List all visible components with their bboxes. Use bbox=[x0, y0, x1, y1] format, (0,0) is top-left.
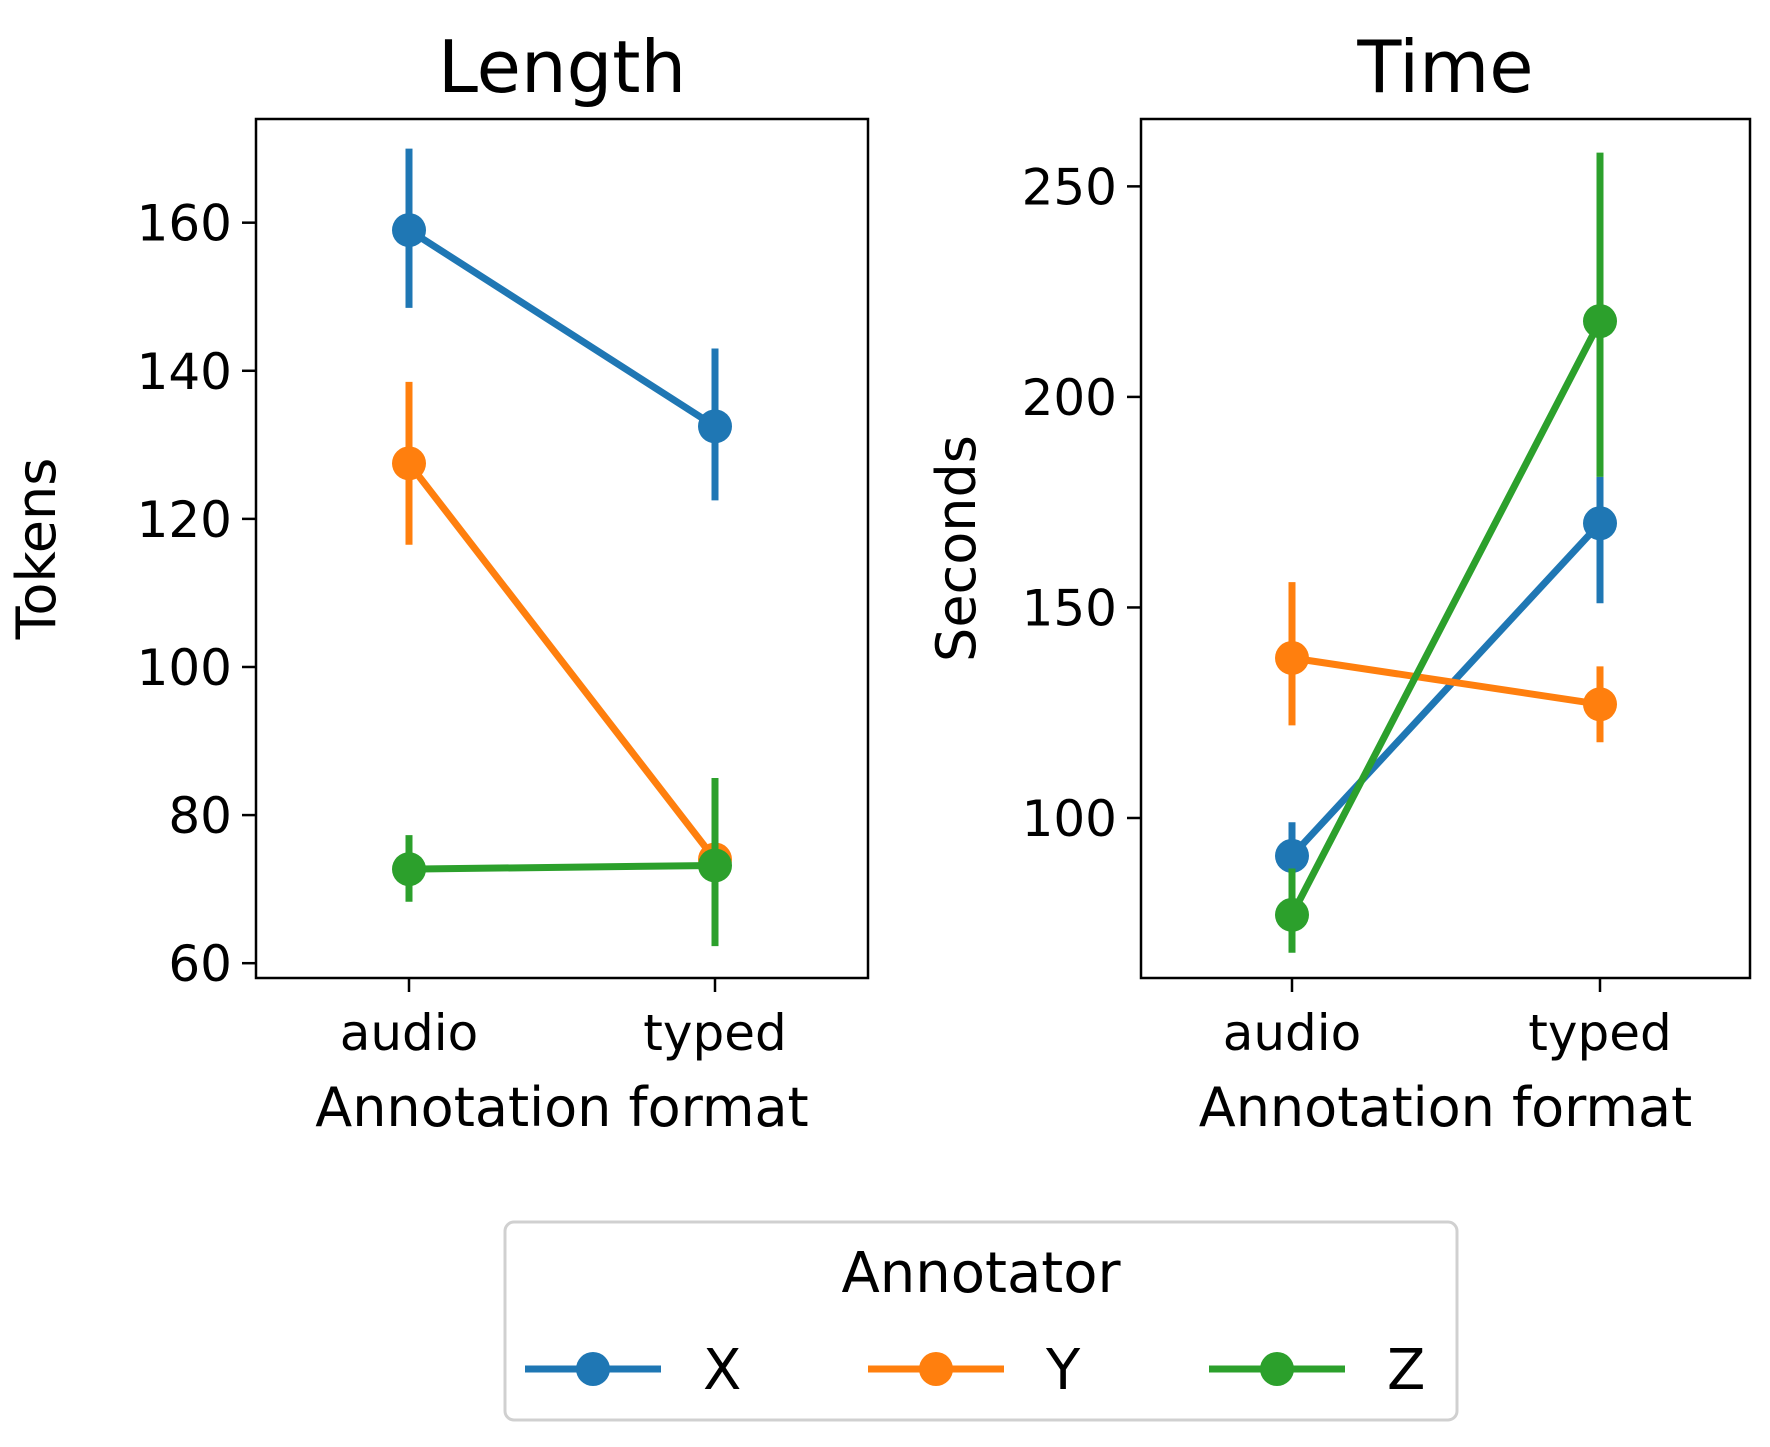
series-line bbox=[1289, 520, 1603, 859]
legend-entry-Z: Z bbox=[1209, 1338, 1425, 1403]
data-point bbox=[392, 213, 426, 248]
series-Z bbox=[1275, 152, 1617, 953]
legend-label: X bbox=[703, 1338, 741, 1403]
data-point bbox=[698, 848, 732, 883]
legend-label: Z bbox=[1387, 1338, 1425, 1403]
legend: Annotator X Y Z bbox=[503, 1220, 1459, 1422]
y-tick-label: 100 bbox=[137, 639, 232, 697]
y-tick-label: 200 bbox=[1022, 369, 1117, 427]
legend-marker bbox=[1260, 1352, 1294, 1386]
legend-marker bbox=[919, 1352, 953, 1386]
data-point bbox=[1275, 640, 1309, 675]
y-tick-label: 160 bbox=[137, 195, 232, 253]
chart-panel-2: Time 100 150 200 250 audio typed Annotation for… bbox=[925, 25, 1752, 1139]
x-axis-label: Annotation format bbox=[1199, 1076, 1692, 1139]
plot-frame bbox=[254, 117, 870, 980]
series-Z bbox=[392, 778, 732, 947]
data-point bbox=[1583, 506, 1617, 541]
x-axis-label: Annotation format bbox=[315, 1076, 808, 1139]
series-line bbox=[408, 861, 716, 873]
legend-label: Y bbox=[1045, 1338, 1081, 1403]
chart-panels: Length 60 80 100 120 140 160 audio typed Annotati… bbox=[5, 25, 1752, 1139]
chart-title: Length bbox=[438, 25, 686, 109]
data-point bbox=[392, 852, 426, 887]
y-tick-label: 120 bbox=[137, 491, 232, 549]
chart-panel-1: Length 60 80 100 120 140 160 audio typed Annotati… bbox=[5, 25, 870, 1139]
legend-entry-X: X bbox=[525, 1338, 741, 1403]
x-tick-label: typed bbox=[643, 1004, 786, 1062]
legend-entry-Y: Y bbox=[868, 1338, 1081, 1403]
series-line bbox=[407, 227, 717, 430]
plot-frame bbox=[1139, 117, 1752, 980]
data-point bbox=[1583, 687, 1617, 722]
series-Y bbox=[392, 381, 732, 897]
y-tick-label: 150 bbox=[1022, 579, 1117, 637]
data-point bbox=[698, 409, 732, 444]
series-line bbox=[1288, 319, 1604, 917]
series-line bbox=[1291, 654, 1601, 708]
x-tick-label: audio bbox=[1223, 1004, 1362, 1062]
series-X bbox=[392, 148, 732, 501]
series-Y bbox=[1275, 582, 1617, 743]
data-point bbox=[392, 446, 426, 481]
x-tick-label: audio bbox=[340, 1004, 479, 1062]
data-point bbox=[1583, 304, 1617, 339]
x-tick-label: typed bbox=[1528, 1004, 1671, 1062]
series-line bbox=[406, 461, 718, 862]
data-point bbox=[1275, 838, 1309, 873]
y-tick-label: 140 bbox=[137, 343, 232, 401]
y-axis-label: Seconds bbox=[925, 435, 988, 662]
legend-title: Annotator bbox=[841, 1241, 1121, 1306]
chart-title: Time bbox=[1356, 25, 1533, 109]
y-tick-label: 100 bbox=[1022, 790, 1117, 848]
y-tick-label: 250 bbox=[1022, 158, 1117, 216]
y-axis-label: Tokens bbox=[5, 458, 68, 641]
data-point bbox=[1275, 897, 1309, 932]
y-tick-label: 60 bbox=[168, 935, 232, 993]
y-tick-label: 80 bbox=[168, 787, 232, 845]
legend-entries: X Y Z bbox=[525, 1338, 1425, 1403]
legend-marker bbox=[576, 1352, 610, 1386]
